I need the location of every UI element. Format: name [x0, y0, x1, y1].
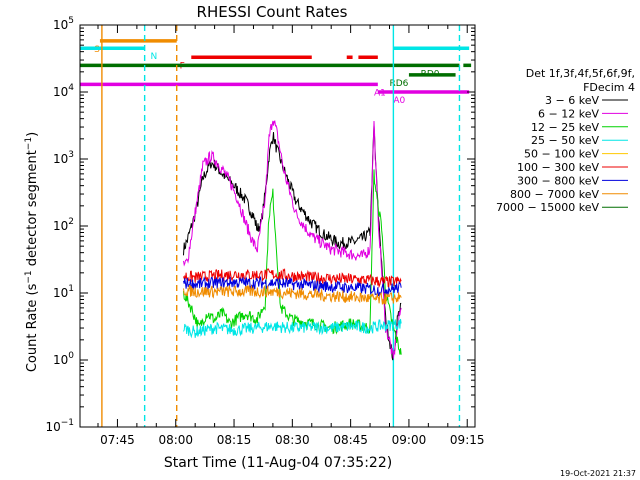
series-line: [183, 120, 402, 359]
legend-entry-label: 800 − 7000 keV: [510, 188, 599, 201]
series-line: [183, 284, 402, 305]
y-tick-label: 10−1: [45, 418, 74, 434]
y-axis-label-mid: detector segment: [25, 150, 40, 270]
legend-entry-label: 300 − 800 keV: [517, 174, 599, 187]
series-lines: [183, 120, 402, 361]
series-line: [183, 276, 402, 297]
legend-entry-label: 7000 − 15000 keV: [496, 201, 599, 214]
series-line: [183, 318, 402, 339]
y-tick-label: 100: [53, 351, 74, 367]
y-tick-label: 102: [53, 217, 74, 233]
timestamp: 19-Oct-2021 21:37: [560, 469, 636, 478]
x-tick-label: 08:45: [333, 433, 368, 447]
y-axis-label-sup2: −1: [24, 137, 34, 150]
x-tick-label: 09:15: [450, 433, 485, 447]
legend-title: Det 1f,3f,4f,5f,6f,9f,: [526, 67, 635, 80]
status-bar-label: N: [150, 52, 157, 62]
axes: 10−1 100 101 102 103 104 105 07:45 08:00 08:15 08:…: [45, 16, 484, 447]
legend-entry-label: 3 − 6 keV: [545, 94, 599, 107]
y-axis-label-main: Count Rate (s: [25, 283, 40, 372]
chart-title: RHESSI Count Rates: [197, 3, 348, 21]
legend-entry-label: 6 − 12 keV: [538, 107, 599, 120]
y-tick-label: 103: [53, 150, 74, 166]
legend-entry-label: 25 − 50 keV: [531, 134, 599, 147]
status-bar-label: RD6: [389, 79, 408, 89]
y-axis-label-sup: −1: [24, 270, 34, 283]
y-axis-label: Count Rate (s−1 detector segment−1): [24, 132, 40, 372]
x-tick-label: 07:45: [100, 433, 135, 447]
legend-title: FDecim 4: [583, 81, 635, 94]
status-bar-label: A0: [393, 96, 405, 106]
legend-entry-label: 12 − 25 keV: [531, 121, 599, 134]
status-bars: SNFRD0RD6A1A0: [80, 39, 472, 106]
x-tick-label: 08:30: [275, 433, 310, 447]
y-tick-label: 101: [53, 284, 74, 300]
legend: Det 1f,3f,4f,5f,6f,9f,FDecim 43 − 6 keV6…: [496, 67, 635, 214]
y-axis-label-tail: ): [25, 132, 40, 137]
x-axis-label: Start Time (11-Aug-04 07:35:22): [164, 455, 392, 471]
legend-entry-label: 50 − 100 keV: [524, 148, 599, 161]
x-tick-label: 08:00: [158, 433, 193, 447]
legend-entry-label: 100 − 300 keV: [517, 161, 599, 174]
x-tick-label: 09:00: [392, 433, 427, 447]
series-line: [183, 268, 402, 289]
y-tick-label: 105: [53, 16, 74, 32]
x-tick-label: 08:15: [217, 433, 252, 447]
y-tick-label: 104: [53, 83, 74, 99]
attenuator-markers: [101, 25, 461, 427]
